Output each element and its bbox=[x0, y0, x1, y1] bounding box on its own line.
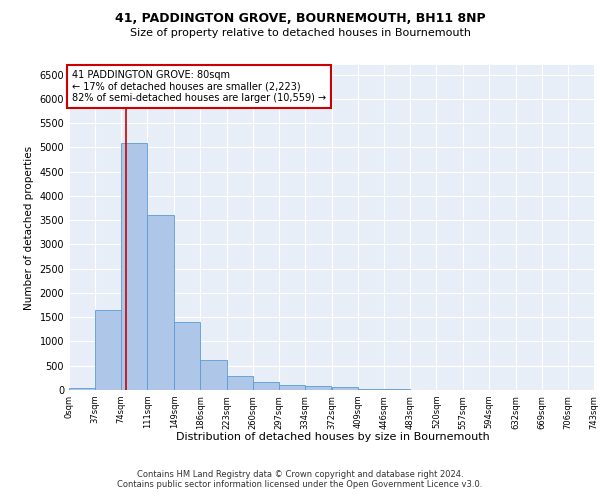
Bar bbox=[95, 310, 121, 390]
Text: 41, PADDINGTON GROVE, BOURNEMOUTH, BH11 8NP: 41, PADDINGTON GROVE, BOURNEMOUTH, BH11 … bbox=[115, 12, 485, 26]
Bar bbox=[332, 387, 358, 390]
Text: 41 PADDINGTON GROVE: 80sqm
← 17% of detached houses are smaller (2,223)
82% of s: 41 PADDINGTON GROVE: 80sqm ← 17% of deta… bbox=[71, 70, 326, 103]
Y-axis label: Number of detached properties: Number of detached properties bbox=[24, 146, 34, 310]
Text: Contains HM Land Registry data © Crown copyright and database right 2024.
Contai: Contains HM Land Registry data © Crown c… bbox=[118, 470, 482, 489]
Bar bbox=[279, 385, 305, 390]
Bar bbox=[305, 386, 331, 390]
Bar bbox=[253, 382, 279, 390]
Bar bbox=[358, 388, 384, 390]
Text: Distribution of detached houses by size in Bournemouth: Distribution of detached houses by size … bbox=[176, 432, 490, 442]
Bar bbox=[200, 360, 227, 390]
Bar bbox=[121, 142, 148, 390]
Bar bbox=[148, 216, 173, 390]
Bar bbox=[174, 322, 200, 390]
Bar bbox=[227, 376, 253, 390]
Bar bbox=[69, 388, 95, 390]
Text: Size of property relative to detached houses in Bournemouth: Size of property relative to detached ho… bbox=[130, 28, 470, 38]
